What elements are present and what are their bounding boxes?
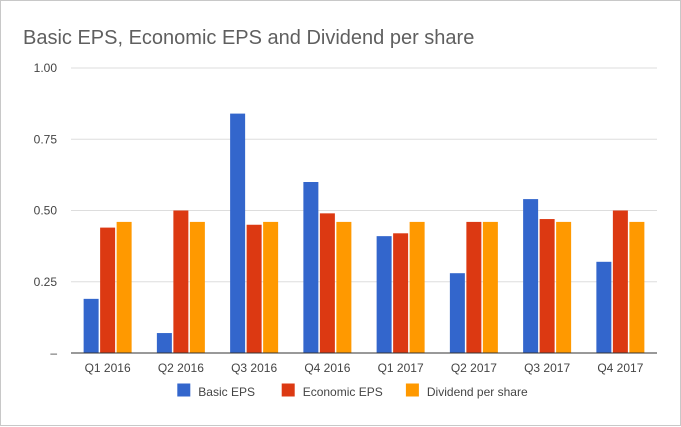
legend-swatch — [177, 383, 191, 397]
bar — [409, 221, 425, 353]
bar — [596, 261, 612, 353]
x-tick-label: Q2 2017 — [451, 361, 497, 375]
bar — [319, 213, 335, 353]
legend-label: Dividend per share — [427, 385, 528, 399]
bars — [83, 113, 645, 353]
legend-label: Economic EPS — [303, 385, 383, 399]
legend: Basic EPS Economic EPS Dividend per share — [177, 383, 528, 399]
x-tick-label: Q4 2017 — [597, 361, 643, 375]
bar — [246, 224, 262, 353]
bar — [116, 221, 132, 353]
bar — [612, 210, 628, 353]
bar — [263, 221, 279, 353]
y-tick-label: 0.25 — [34, 275, 58, 289]
y-axis-ticks: – 0.25 0.50 0.75 1.00 — [34, 61, 58, 360]
x-tick-label: Q2 2016 — [158, 361, 204, 375]
bar — [449, 273, 465, 353]
bar — [336, 221, 352, 353]
bar — [556, 221, 572, 353]
x-axis-ticks: Q1 2016 Q2 2016 Q3 2016 Q4 2016 Q1 2017 Q2 20… — [85, 361, 644, 375]
legend-label: Basic EPS — [198, 385, 255, 399]
x-tick-label: Q4 2016 — [304, 361, 350, 375]
bar — [376, 236, 392, 353]
x-tick-label: Q1 2016 — [85, 361, 131, 375]
bar — [629, 221, 645, 353]
bar — [482, 221, 498, 353]
legend-swatch — [405, 383, 419, 397]
bar — [523, 199, 539, 353]
bar — [539, 219, 555, 353]
x-tick-label: Q3 2016 — [231, 361, 277, 375]
bar — [393, 233, 409, 353]
y-tick-label: 0.50 — [34, 204, 58, 218]
bar — [189, 221, 205, 353]
bar — [100, 227, 116, 353]
legend-swatch — [281, 383, 295, 397]
bar — [303, 182, 319, 353]
x-tick-label: Q1 2017 — [378, 361, 424, 375]
bar — [466, 221, 482, 353]
bar — [230, 113, 246, 353]
y-tick-label: 1.00 — [34, 61, 58, 75]
y-tick-label: – — [50, 346, 57, 360]
y-tick-label: 0.75 — [34, 132, 58, 146]
bar — [156, 333, 172, 353]
bar — [83, 298, 99, 353]
bar — [173, 210, 189, 353]
x-tick-label: Q3 2017 — [524, 361, 570, 375]
chart-title: Basic EPS, Economic EPS and Dividend per… — [23, 27, 474, 49]
